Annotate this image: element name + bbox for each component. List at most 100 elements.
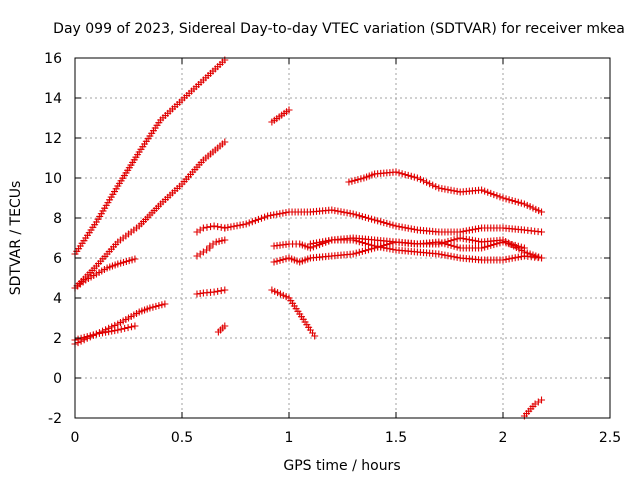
data-point [217,223,225,231]
data-point [127,323,135,331]
data-point [383,219,391,227]
data-point [348,177,356,185]
data-point [426,180,434,188]
data-point [389,245,397,253]
data-point [152,302,160,310]
data-point [319,238,327,246]
x-tick-label: 0.5 [171,430,193,446]
data-point [352,211,360,219]
data-point [374,217,382,225]
data-point [236,221,244,229]
series-s16 [268,286,319,340]
data-point [322,237,330,245]
data-point [354,176,362,184]
data-point [538,254,546,262]
data-point [368,245,376,253]
series-s18 [520,396,546,420]
data-point [102,328,110,336]
data-point [395,169,403,177]
data-point [242,220,250,228]
data-point [361,247,369,255]
data-point [377,218,385,226]
data-point [221,224,229,232]
y-tick-label: 8 [53,211,62,227]
data-point [83,334,91,342]
data-point [227,223,235,231]
data-point [155,302,163,310]
data-point [462,227,470,235]
data-point [343,209,351,217]
data-point [478,186,486,194]
y-tick-label: 10 [44,171,62,187]
data-point [214,287,222,295]
data-point [358,213,366,221]
data-point [499,256,507,264]
data-point [484,188,492,196]
data-point [279,209,287,217]
data-point [355,212,363,220]
data-point [484,242,492,250]
data-point [239,221,247,229]
data-point [364,246,372,254]
data-point [221,236,229,244]
series-s6 [193,222,229,236]
data-point [517,243,525,251]
data-point [361,213,369,221]
data-point [508,197,516,205]
data-point [538,396,546,404]
data-point [86,333,94,341]
data-point [456,228,464,236]
data-point [334,207,342,215]
data-point [340,208,348,216]
data-point [309,239,317,247]
data-point [459,235,467,243]
y-axis-label: SDTVAR / TECUs [8,181,24,296]
data-point [380,219,388,227]
data-point [410,225,418,233]
data-point [420,177,428,185]
series-s1 [71,56,229,258]
data-point [80,336,88,344]
y-tick-labels: -2 0 2 4 6 8 10 12 14 16 [44,51,62,427]
data-point [410,173,418,181]
data-point [441,251,449,259]
data-point [364,214,372,222]
data-point [398,223,406,231]
data-point [221,138,229,146]
data-point [131,255,139,263]
data-point [357,175,365,183]
series-s3 [71,255,139,292]
data-point [468,226,476,234]
data-point [444,241,452,249]
data-point [465,236,473,244]
data-point [270,258,278,266]
data-point [224,223,232,231]
series-s4 [71,300,169,344]
y-tick-label: 6 [53,251,62,267]
data-point [423,178,431,186]
data-point [407,172,415,180]
data-point [438,239,446,247]
data-point [511,254,519,262]
x-tick-label: 1.5 [385,430,407,446]
data-point [416,175,424,183]
data-point [432,183,440,191]
data-point [146,304,154,312]
data-point [352,249,360,257]
series-s7 [193,244,214,260]
data-point [496,193,504,201]
data-point [108,327,116,335]
data-point [105,328,113,336]
x-tick-label: 2 [499,430,508,446]
series-s12 [268,106,293,126]
data-point [441,185,449,193]
series-s5 [71,322,139,348]
data-point [349,210,357,218]
data-point [475,237,483,245]
data-point [481,243,489,251]
data-point [245,219,253,227]
data-point [392,222,400,230]
x-tick-label: 1 [285,430,294,446]
data-point [346,209,354,217]
